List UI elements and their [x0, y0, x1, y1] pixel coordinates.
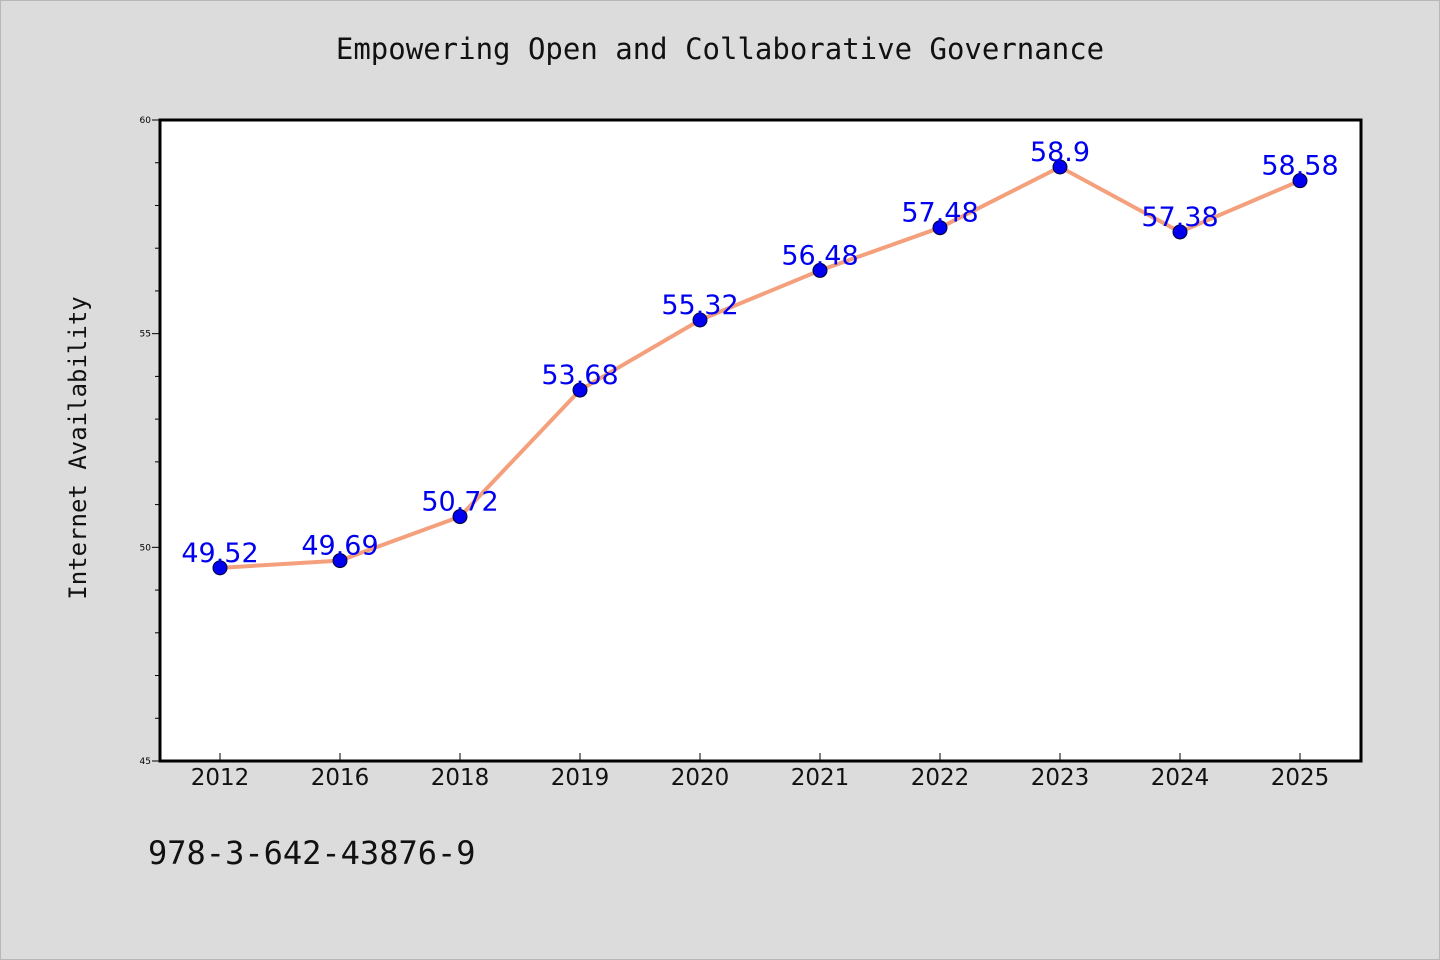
data-point	[1292, 173, 1308, 189]
x-axis-ticks: 2012 2016 2018 2019 2020 2021 2022 2023 2024 2025	[191, 753, 1330, 791]
data-point	[812, 262, 828, 278]
data-point	[572, 382, 588, 398]
y-axis-ticks: 45 50 55 60	[140, 116, 160, 767]
x-tick-label: 2016	[311, 765, 370, 791]
x-tick-label: 2018	[431, 765, 490, 791]
y-tick-label: 45	[140, 757, 151, 767]
data-labels: 49.52 49.69 50.72 53.68 55.32 56.48 57.48 58.9 5…	[181, 137, 1338, 569]
data-point	[332, 553, 348, 569]
x-tick-label: 2025	[1271, 765, 1330, 791]
x-tick-label: 2021	[791, 765, 850, 791]
data-label: 57.48	[901, 198, 978, 229]
data-label: 58.9	[1030, 137, 1090, 168]
data-label: 49.52	[181, 538, 258, 569]
data-label: 53.68	[541, 360, 618, 391]
series-line	[218, 165, 1302, 570]
y-tick-label: 60	[140, 116, 152, 126]
data-point	[452, 509, 468, 525]
x-tick-label: 2023	[1031, 765, 1090, 791]
data-label: 58.58	[1261, 151, 1338, 182]
data-point	[692, 312, 708, 328]
data-point	[212, 560, 228, 576]
data-point	[1172, 224, 1188, 240]
data-label: 57.38	[1141, 202, 1218, 233]
y-tick-label: 55	[140, 330, 151, 340]
isbn-text: 978-3-642-43876-9	[148, 834, 476, 872]
y-tick-label: 50	[140, 543, 152, 553]
chart-title: Empowering Open and Collaborative Govern…	[335, 32, 1105, 66]
data-label: 56.48	[781, 240, 858, 271]
x-tick-label: 2020	[671, 765, 730, 791]
x-tick-label: 2019	[551, 765, 610, 791]
data-label: 55.32	[661, 290, 738, 321]
x-tick-label: 2012	[191, 765, 250, 791]
data-point	[932, 220, 948, 236]
data-label: 49.69	[301, 531, 378, 562]
plot-area	[158, 118, 1363, 763]
x-tick-label: 2024	[1151, 765, 1210, 791]
data-label: 50.72	[421, 487, 498, 518]
x-tick-label: 2022	[911, 765, 970, 791]
series-markers	[212, 159, 1308, 576]
data-point	[1052, 159, 1068, 175]
